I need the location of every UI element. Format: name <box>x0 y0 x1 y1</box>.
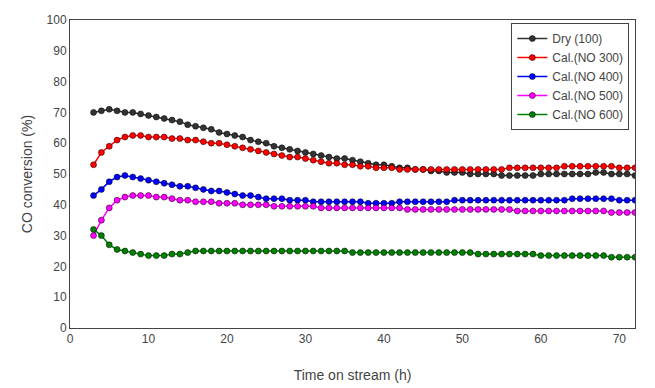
svg-text:40: 40 <box>53 198 67 212</box>
svg-text:70: 70 <box>613 332 627 346</box>
svg-text:10: 10 <box>142 332 156 346</box>
svg-text:50: 50 <box>456 332 470 346</box>
svg-text:30: 30 <box>53 229 67 243</box>
svg-text:20: 20 <box>220 332 234 346</box>
svg-text:60: 60 <box>534 332 548 346</box>
svg-text:40: 40 <box>377 332 391 346</box>
svg-text:0: 0 <box>67 332 74 346</box>
svg-text:80: 80 <box>53 75 67 89</box>
svg-text:50: 50 <box>53 167 67 181</box>
svg-text:0: 0 <box>60 321 67 335</box>
svg-text:Cal.(NO 400): Cal.(NO 400) <box>552 70 623 84</box>
svg-text:Time on stream (h): Time on stream (h) <box>294 367 412 383</box>
svg-text:20: 20 <box>53 260 67 274</box>
svg-text:70: 70 <box>53 106 67 120</box>
svg-text:Cal.(NO 600): Cal.(NO 600) <box>552 108 623 122</box>
svg-text:100: 100 <box>47 13 67 27</box>
svg-text:90: 90 <box>53 44 67 58</box>
svg-text:10: 10 <box>53 290 67 304</box>
svg-text:Cal.(NO 300): Cal.(NO 300) <box>552 51 623 65</box>
svg-text:60: 60 <box>53 136 67 150</box>
svg-text:30: 30 <box>299 332 313 346</box>
svg-text:Dry (100): Dry (100) <box>552 32 602 46</box>
svg-text:Cal.(NO 500): Cal.(NO 500) <box>552 89 623 103</box>
svg-text:CO conversion (%): CO conversion (%) <box>19 115 35 233</box>
